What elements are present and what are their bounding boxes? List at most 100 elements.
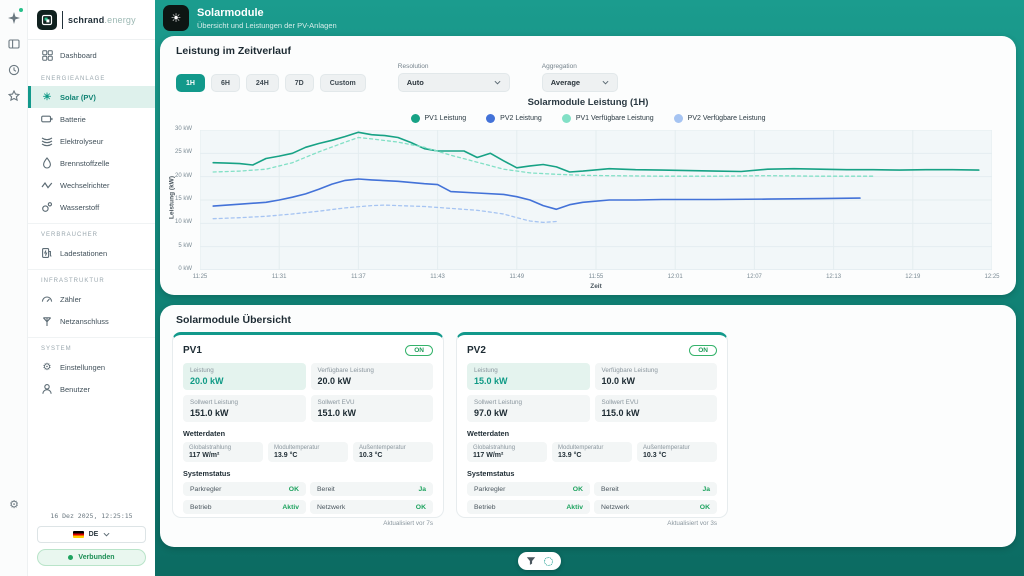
aggregation-group: Aggregation Average (541, 63, 618, 92)
sidebar-item-label: Ladestationen (60, 248, 108, 258)
sidebar-item-solar-pv[interactable]: ☀ Solar (PV) (28, 86, 155, 108)
sidebar-item-einstellungen[interactable]: ⚙ Einstellungen (28, 356, 155, 378)
legend-dot-icon (486, 114, 496, 123)
filter-button[interactable] (526, 556, 536, 566)
filter-funnel-icon (526, 557, 536, 565)
logo-mark-icon (37, 10, 57, 30)
sidebar-item-dashboard[interactable]: Dashboard (28, 44, 155, 66)
layers-icon (41, 135, 53, 147)
page-subtitle: Übersicht und Leistungen der PV-Anlagen (197, 20, 337, 30)
sidebar-item-label: Einstellungen (60, 362, 106, 372)
resolution-select[interactable]: Auto (397, 73, 510, 92)
droplet-icon (41, 157, 53, 169)
stat-grid: Leistung 15.0 kW Verfügbare Leistung 10.… (467, 363, 717, 422)
sidebar: schrand.energy Dashboard ENERGIEANLAGE ☀… (28, 0, 155, 576)
sidebar-item-netzanschluss[interactable]: Netzanschluss (28, 310, 155, 332)
legend-item-pv2-verfuegbar[interactable]: PV2 Verfügbare Leistung (673, 114, 766, 123)
chevron-down-icon (494, 80, 501, 85)
x-tick-label: 12:25 (984, 274, 1000, 280)
sidebar-footer: 16 Dez 2025, 12:25:15 DE Verbunden (28, 506, 155, 576)
sidebar-item-brennstoffzelle[interactable]: Brennstoffzelle (28, 152, 155, 174)
wetterdaten-title: Wetterdaten (467, 429, 510, 438)
legend-item-pv2[interactable]: PV2 Leistung (486, 114, 542, 123)
page-header: ☀ Solarmodule Übersicht und Leistungen d… (163, 5, 337, 31)
y-axis-ticks: 0 kW 5 kW 10 kW 15 kW 20 kW 25 kW 30 kW (162, 126, 196, 272)
legend-item-pv1-verfuegbar[interactable]: PV1 Verfügbare Leistung (561, 114, 654, 123)
legend-item-pv1[interactable]: PV1 Leistung (410, 114, 466, 123)
section-infrastruktur: INFRASTRUKTUR (28, 269, 155, 288)
gear-icon: ⚙ (42, 361, 52, 373)
stat-leistung: Leistung 15.0 kW (467, 363, 590, 390)
pv-card-name: PV2 (467, 345, 486, 356)
chart-controls: 1H 6H 24H 7D Custom Resolution Auto Aggr… (176, 63, 1000, 92)
sidebar-item-zaehler[interactable]: Zähler (28, 288, 155, 310)
screens-icon[interactable] (0, 32, 28, 56)
y-tick-label: 15 kW (174, 196, 192, 202)
dashboard-grid-icon (41, 49, 53, 61)
connection-status-badge[interactable]: Verbunden (37, 549, 146, 566)
sparkle-icon[interactable] (0, 6, 28, 30)
stat-sollwert-evu: Sollwert EVU 115.0 kW (594, 395, 717, 422)
range-button-24h[interactable]: 24H (245, 74, 279, 92)
sidebar-item-label: Brennstoffzelle (60, 158, 110, 168)
resolution-label: Resolution (397, 63, 429, 70)
sidebar-item-label: Solar (PV) (60, 92, 96, 102)
range-button-custom[interactable]: Custom (319, 74, 366, 92)
history-clock-icon[interactable] (0, 58, 28, 82)
weather-modultemperatur: Modultemperatur 13.9 °C (268, 442, 348, 462)
sidebar-item-label: Wasserstoff (60, 202, 100, 212)
refresh-ring-icon (544, 556, 553, 566)
star-icon[interactable] (0, 84, 28, 108)
sidebar-item-ladestationen[interactable]: Ladestationen (28, 242, 155, 264)
status-bereit: Bereit Ja (594, 482, 717, 496)
systemstatus-title: Systemstatus (467, 469, 515, 478)
connection-status-label: Verbunden (78, 554, 115, 561)
sidebar-item-benutzer[interactable]: Benutzer (28, 378, 155, 400)
chart-plot-area[interactable] (200, 130, 992, 270)
sidebar-item-label: Benutzer (60, 384, 91, 394)
sidebar-item-label: Elektrolyseur (60, 136, 104, 146)
section-energieanlage: ENERGIEANLAGE (41, 76, 106, 82)
x-tick-label: 11:43 (430, 274, 445, 280)
x-tick-label: 11:25 (192, 274, 208, 280)
sidebar-item-batterie[interactable]: Batterie (28, 108, 155, 130)
pv1-card: PV1 ON Leistung 20.0 kW Verfügbare Leist… (172, 332, 444, 527)
x-axis-ticks: 11:25 11:31 11:37 11:43 11:49 11:55 12:01 12:07… (193, 274, 1000, 284)
legend-dot-icon (673, 114, 683, 123)
status-betrieb: Betrieb Aktiv (467, 500, 590, 514)
status-parkregler: Parkregler OK (467, 482, 590, 496)
logo[interactable]: schrand.energy (28, 0, 155, 40)
language-selector[interactable]: DE (37, 526, 146, 543)
sidebar-item-wechselrichter[interactable]: Wechselrichter (28, 174, 155, 196)
range-button-7d[interactable]: 7D (284, 74, 314, 92)
range-button-6h[interactable]: 6H (210, 74, 240, 92)
chevron-down-icon (602, 80, 609, 85)
last-updated: Aktualisiert vor 7s (383, 520, 433, 527)
x-tick-label: 12:01 (667, 274, 683, 280)
refresh-status-button[interactable] (544, 556, 553, 566)
resolution-value: Auto (406, 78, 424, 87)
status-grid: Parkregler OK Bereit Ja Betrieb Aktiv Netzw… (467, 482, 717, 514)
weather-modultemperatur: Modultemperatur 13.9 °C (552, 442, 632, 462)
x-tick-label: 12:19 (905, 274, 921, 280)
range-button-1h[interactable]: 1H (176, 74, 205, 92)
connection-dot-icon (68, 555, 74, 560)
last-updated: Aktualisiert vor 3s (667, 520, 717, 527)
pv2-on-toggle[interactable]: ON (689, 345, 717, 356)
aggregation-select[interactable]: Average (541, 73, 618, 92)
sidebar-item-elektrolyseur[interactable]: Elektrolyseur (28, 130, 155, 152)
x-tick-label: 11:49 (509, 274, 525, 280)
x-tick-label: 11:31 (271, 274, 287, 280)
chart-panel-title: Leistung im Zeitverlauf (176, 45, 291, 57)
weather-globalstrahlung: Globalstrahlung 117 W/m² (467, 442, 547, 462)
language-code: DE (88, 531, 99, 538)
pv1-on-toggle[interactable]: ON (405, 345, 433, 356)
sidebar-item-label: Netzanschluss (60, 316, 109, 326)
sidebar-item-wasserstoff[interactable]: Wasserstoff (28, 196, 155, 218)
rail-settings-gear-icon[interactable]: ⚙ (9, 498, 19, 511)
legend-dot-icon (561, 114, 571, 123)
sidebar-menu: Dashboard ENERGIEANLAGE ☀ Solar (PV) Bat… (28, 40, 155, 506)
x-tick-label: 12:07 (746, 274, 762, 280)
sidebar-item-label: Wechselrichter (60, 180, 110, 190)
